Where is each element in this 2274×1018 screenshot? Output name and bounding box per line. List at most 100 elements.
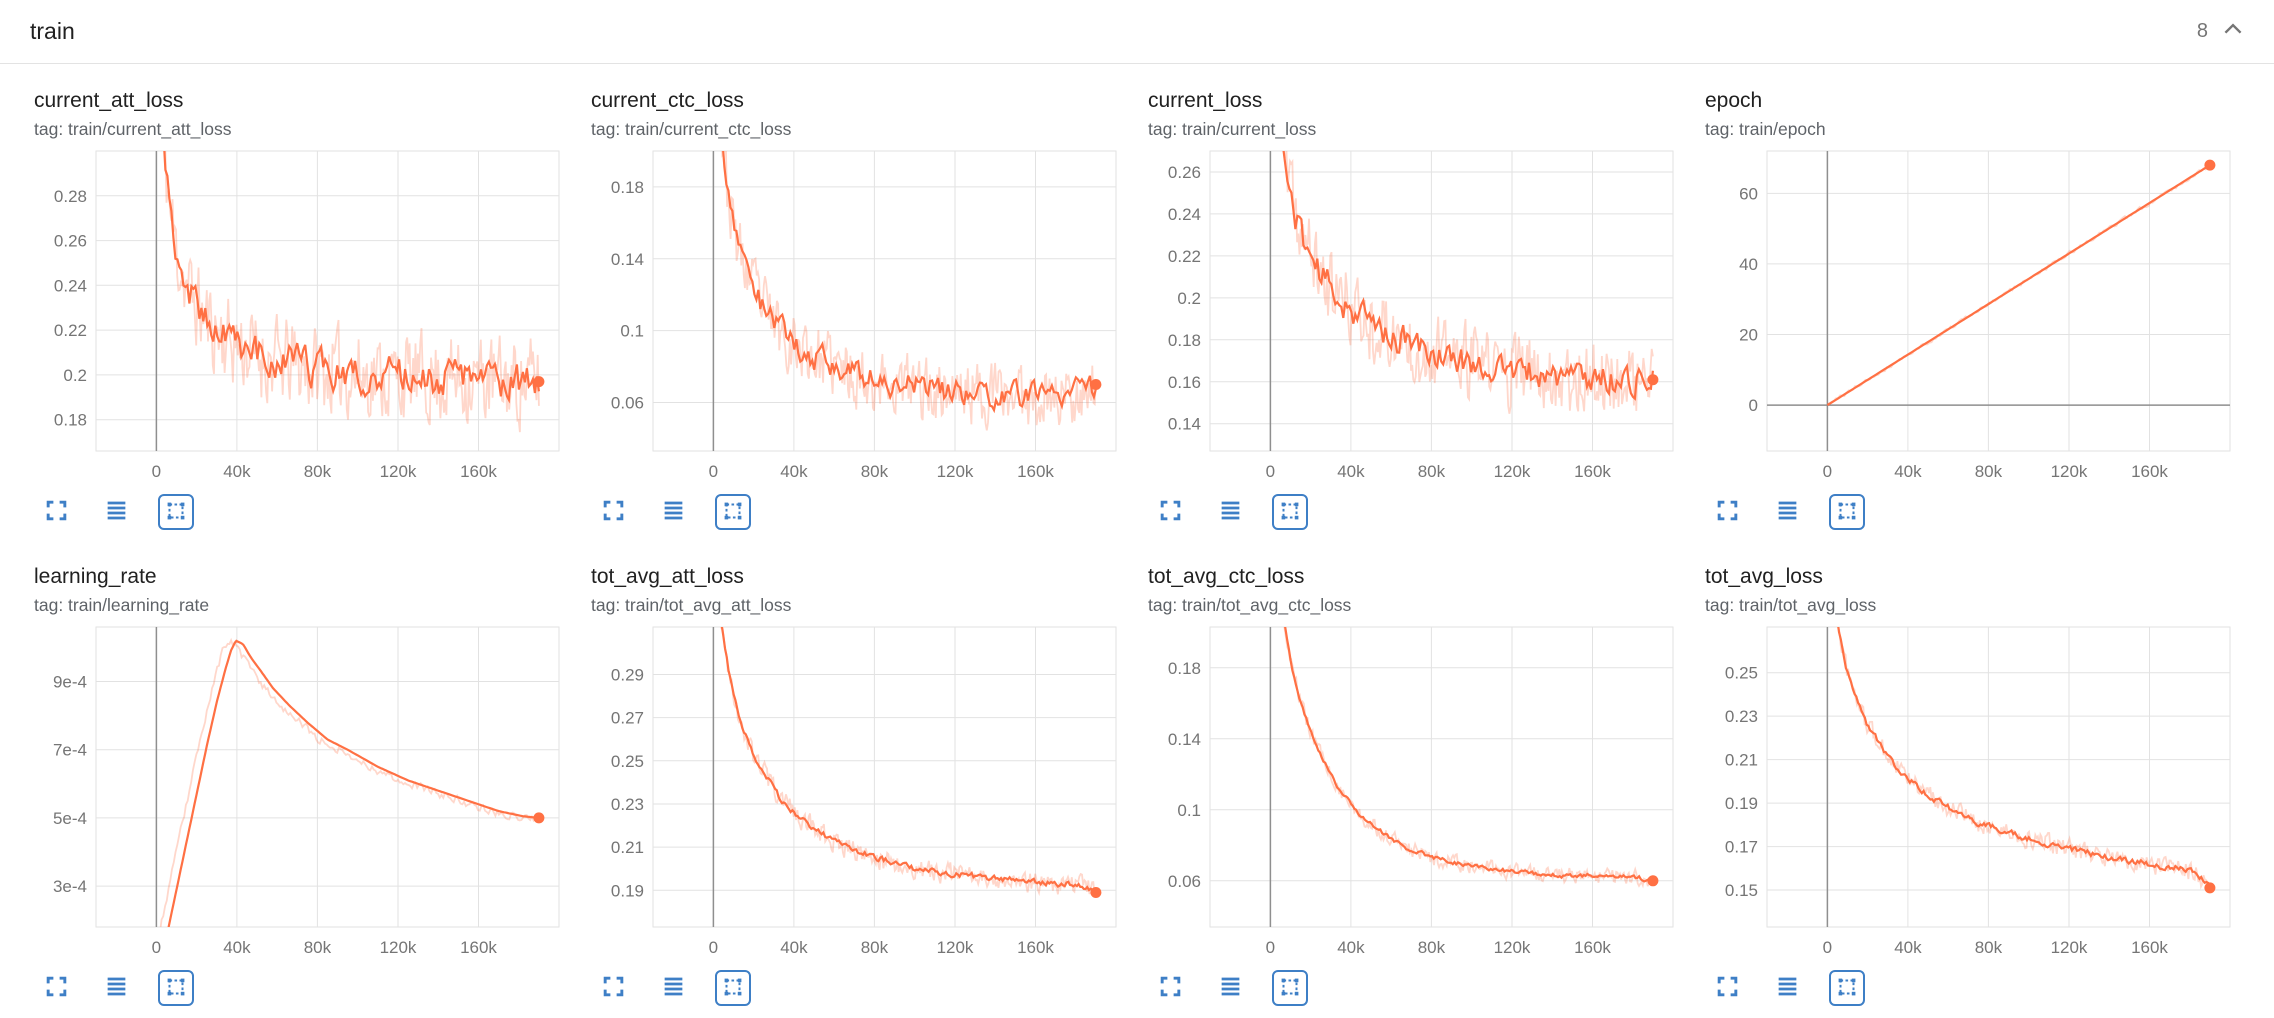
chart-card: tot_avg_att_loss tag: train/tot_avg_att_… — [591, 564, 1126, 1006]
chevron-up-icon — [2220, 17, 2246, 46]
svg-text:0: 0 — [1749, 396, 1758, 415]
section-title: train — [30, 18, 75, 44]
svg-text:0.26: 0.26 — [54, 232, 87, 251]
chart-card: current_loss tag: train/current_loss 0.1… — [1148, 88, 1683, 530]
fit-domain-icon — [164, 975, 188, 1002]
fit-domain-button[interactable] — [158, 494, 194, 530]
data-table-icon — [661, 974, 686, 1002]
chart-tag: tag: train/epoch — [1705, 119, 1826, 139]
line-chart[interactable]: 0.18 0.2 0.22 0.24 0.26 0.28 0 40k 80k 120k 160k — [34, 143, 569, 489]
svg-text:0.1: 0.1 — [620, 322, 644, 341]
data-table-icon — [1775, 498, 1800, 526]
svg-text:40k: 40k — [223, 938, 251, 957]
fit-domain-icon — [1278, 499, 1302, 526]
expand-chart-button[interactable] — [1709, 970, 1745, 1006]
data-table-button[interactable] — [98, 494, 134, 530]
expand-icon — [44, 498, 69, 526]
svg-text:7e-4: 7e-4 — [53, 741, 87, 760]
line-chart[interactable]: 0.06 0.1 0.14 0.18 0 40k 80k 120k 160k — [591, 143, 1126, 489]
chart-toolbar — [1148, 494, 1683, 530]
expand-chart-button[interactable] — [38, 494, 74, 530]
fit-domain-button[interactable] — [1272, 494, 1308, 530]
expand-chart-button[interactable] — [38, 970, 74, 1006]
chart-card: learning_rate tag: train/learning_rate 3… — [34, 564, 569, 1006]
chart-tag: tag: train/learning_rate — [34, 595, 210, 615]
svg-text:0.22: 0.22 — [1168, 247, 1201, 266]
svg-text:0.25: 0.25 — [1725, 664, 1758, 683]
svg-text:160k: 160k — [1574, 938, 1611, 957]
data-table-button[interactable] — [1212, 970, 1248, 1006]
svg-text:0: 0 — [152, 938, 161, 957]
fit-domain-icon — [721, 975, 745, 1002]
train-section-header[interactable]: train 8 — [0, 0, 2274, 64]
expand-icon — [1158, 498, 1183, 526]
expand-chart-button[interactable] — [595, 970, 631, 1006]
svg-text:120k: 120k — [937, 938, 974, 957]
svg-text:0.24: 0.24 — [1168, 205, 1201, 224]
data-table-icon — [661, 498, 686, 526]
data-table-button[interactable] — [1769, 970, 1805, 1006]
svg-text:120k: 120k — [1494, 938, 1531, 957]
fit-domain-icon — [1278, 975, 1302, 1002]
data-table-button[interactable] — [655, 970, 691, 1006]
chart-toolbar — [1705, 970, 2240, 1006]
chart-title: epoch — [1705, 89, 1763, 112]
svg-text:0.19: 0.19 — [1725, 794, 1758, 813]
expand-chart-button[interactable] — [1152, 970, 1188, 1006]
collapse-section-button[interactable] — [2220, 17, 2246, 46]
svg-text:120k: 120k — [2051, 938, 2088, 957]
svg-text:40k: 40k — [223, 462, 251, 481]
chart-toolbar — [591, 494, 1126, 530]
svg-text:0.19: 0.19 — [611, 881, 644, 900]
svg-text:3e-4: 3e-4 — [53, 877, 87, 896]
chart-card: current_ctc_loss tag: train/current_ctc_… — [591, 88, 1126, 530]
data-table-button[interactable] — [655, 494, 691, 530]
fit-domain-button[interactable] — [1829, 970, 1865, 1006]
fit-domain-button[interactable] — [715, 970, 751, 1006]
fit-domain-button[interactable] — [715, 494, 751, 530]
chart-title: learning_rate — [34, 565, 157, 588]
svg-text:120k: 120k — [1494, 462, 1531, 481]
line-chart[interactable]: 0 20 40 60 0 40k 80k 120k 160k — [1705, 143, 2240, 489]
fit-domain-icon — [164, 499, 188, 526]
chart-title: current_att_loss — [34, 89, 184, 112]
line-chart[interactable]: 0.14 0.16 0.18 0.2 0.22 0.24 0.26 0 40k 80k 120k 16… — [1148, 143, 1683, 489]
data-table-button[interactable] — [98, 970, 134, 1006]
svg-text:0.23: 0.23 — [1725, 707, 1758, 726]
fit-domain-button[interactable] — [1829, 494, 1865, 530]
expand-chart-button[interactable] — [1152, 494, 1188, 530]
fit-domain-button[interactable] — [1272, 970, 1308, 1006]
line-chart[interactable]: 0.19 0.21 0.23 0.25 0.27 0.29 0 40k 80k 120k 160k — [591, 619, 1126, 965]
data-table-button[interactable] — [1769, 494, 1805, 530]
line-chart[interactable]: 0.06 0.1 0.14 0.18 0 40k 80k 120k 160k — [1148, 619, 1683, 965]
svg-text:0.14: 0.14 — [1168, 730, 1201, 749]
svg-text:0.18: 0.18 — [1168, 659, 1201, 678]
svg-text:40k: 40k — [1894, 938, 1922, 957]
svg-text:0.17: 0.17 — [1725, 838, 1758, 857]
svg-text:80k: 80k — [304, 462, 332, 481]
svg-text:0.21: 0.21 — [1725, 751, 1758, 770]
chart-title: tot_avg_ctc_loss — [1148, 565, 1305, 588]
svg-text:9e-4: 9e-4 — [53, 672, 87, 691]
line-chart[interactable]: 0.15 0.17 0.19 0.21 0.23 0.25 0 40k 80k 120k 160k — [1705, 619, 2240, 965]
chart-tag: tag: train/current_ctc_loss — [591, 119, 792, 139]
line-chart[interactable]: 3e-4 5e-4 7e-4 9e-4 0 40k 80k 120k 160k — [34, 619, 569, 965]
chart-toolbar — [1148, 970, 1683, 1006]
chart-tag: tag: train/current_att_loss — [34, 119, 232, 139]
data-table-icon — [1218, 974, 1243, 1002]
fit-domain-button[interactable] — [158, 970, 194, 1006]
expand-icon — [44, 974, 69, 1002]
svg-text:0.18: 0.18 — [611, 178, 644, 197]
expand-chart-button[interactable] — [595, 494, 631, 530]
chart-toolbar — [1705, 494, 2240, 530]
svg-text:0.1: 0.1 — [1177, 801, 1201, 820]
data-table-button[interactable] — [1212, 494, 1248, 530]
expand-icon — [1715, 498, 1740, 526]
fit-domain-icon — [721, 499, 745, 526]
svg-text:0: 0 — [1823, 462, 1832, 481]
expand-chart-button[interactable] — [1709, 494, 1745, 530]
svg-text:80k: 80k — [1975, 938, 2003, 957]
chart-toolbar — [591, 970, 1126, 1006]
svg-text:5e-4: 5e-4 — [53, 809, 87, 828]
svg-text:0.24: 0.24 — [54, 276, 87, 295]
